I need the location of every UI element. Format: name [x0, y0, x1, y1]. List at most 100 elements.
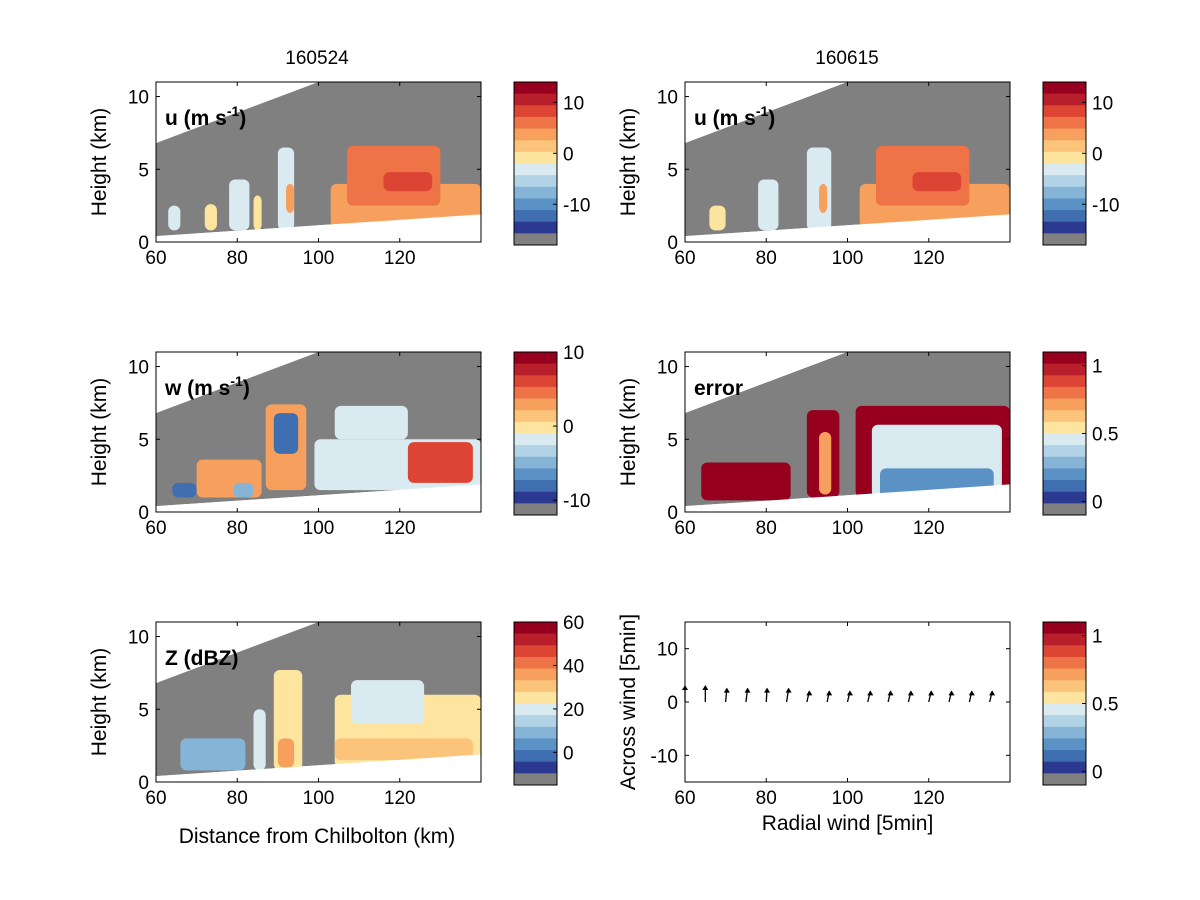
colorbar: 10.50 [1042, 351, 1118, 516]
colorbar-frame [513, 81, 558, 246]
x-tick-label: 100 [832, 518, 864, 539]
colorbar-cell [1043, 668, 1086, 681]
colorbar-cell [514, 726, 557, 739]
y-tick-label: 5 [667, 430, 678, 451]
x-tick-label: 100 [832, 788, 864, 809]
colorbar-tick-label: 10 [563, 343, 584, 364]
colorbar-cell [514, 480, 557, 493]
wind-arrowhead [867, 690, 874, 696]
y-tick-label: 0 [667, 693, 678, 714]
colorbar-cell [1043, 761, 1086, 774]
colorbar-cell [1043, 128, 1086, 141]
colorbar-cell [514, 163, 557, 176]
colorbar-cell [1043, 221, 1086, 234]
panel-3-Z: 60 80 100 120 0 5 10 Height (km) Z (dBZ) 60 40 20 0 [88, 613, 584, 809]
colorbar-cell [1043, 480, 1086, 493]
colorbar-cell [514, 186, 557, 199]
wind-arrowhead [968, 690, 975, 696]
data-cell [912, 172, 962, 192]
colorbar-cell [1043, 421, 1086, 434]
colorbar-cell [1043, 750, 1086, 763]
colorbar-cell [1043, 375, 1086, 388]
x-tick-label: 120 [384, 518, 416, 539]
colorbar-cell [1043, 656, 1086, 670]
colorbar-cell [1043, 456, 1086, 469]
data-cell [253, 709, 266, 771]
colorbar-cell [514, 221, 557, 234]
x-tick-label: 80 [227, 788, 248, 809]
panel-label: w (m s-1) [164, 373, 250, 400]
colorbar-cell [514, 773, 557, 786]
colorbar-cell [514, 645, 557, 658]
beyond-beam-region [685, 82, 848, 144]
wind-arrowhead [785, 687, 792, 693]
colorbar-cell [514, 715, 557, 728]
colorbar-tick-label: 10 [563, 93, 584, 114]
below-beam-region [156, 214, 481, 242]
data-cell [334, 405, 408, 440]
wind-arrowhead [702, 685, 709, 690]
colorbar-cell [1043, 738, 1086, 751]
y-tick-label: 5 [138, 700, 149, 721]
x-tick-label: 80 [756, 248, 777, 269]
colorbar-cell [1043, 680, 1086, 693]
colorbar-cell [514, 386, 557, 400]
x-tick-label: 120 [913, 248, 945, 269]
colorbar-cell [1043, 198, 1086, 211]
colorbar-cell [514, 468, 557, 481]
colorbar: 10 0 -10 [513, 81, 590, 246]
wind-arrowhead [989, 690, 996, 696]
column-title-left: 160524 [285, 48, 349, 69]
data-cell [819, 183, 828, 213]
colorbar-tick-label: 0.5 [1092, 695, 1118, 716]
colorbar-cell [1043, 233, 1086, 246]
wind-arrowhead [744, 687, 751, 693]
beyond-beam-region [156, 352, 319, 414]
colorbar-cell [1043, 645, 1086, 658]
x-tick-label: 60 [674, 248, 695, 269]
x-tick-label: 60 [674, 788, 695, 809]
colorbar-cell [1043, 82, 1086, 95]
data-cell [758, 179, 779, 231]
colorbar-cell [1043, 445, 1086, 458]
wind-arrowhead [764, 687, 771, 693]
colorbar-cell [514, 116, 557, 130]
wind-arrowhead [846, 690, 853, 696]
colorbar-cell [514, 680, 557, 693]
y-tick-label: 0 [138, 503, 149, 524]
colorbar-cell [514, 398, 557, 411]
colorbar-cell [514, 175, 557, 188]
data-cell [407, 442, 473, 483]
y-tick-label: 5 [667, 160, 678, 181]
y-tick-label: 10 [657, 640, 678, 661]
data-cell [180, 738, 246, 771]
y-tick-label: -10 [651, 746, 678, 767]
data-cell [351, 680, 425, 724]
colorbar-cell [514, 691, 557, 704]
y-axis-label: Height (km) [88, 108, 111, 217]
colorbar-cell [514, 491, 557, 504]
data-cell [709, 205, 726, 231]
colorbar-cell [1043, 726, 1086, 739]
wind-arrowhead [806, 690, 813, 696]
colorbar: 10 0 -10 [513, 343, 590, 516]
colorbar-cell [514, 750, 557, 763]
colorbar-cell [1043, 503, 1086, 516]
data-cell [229, 179, 250, 231]
beyond-beam-region [685, 352, 848, 414]
wind-arrowhead [928, 690, 935, 696]
y-tick-label: 10 [128, 358, 149, 379]
x-tick-label: 80 [227, 248, 248, 269]
beyond-beam-region [156, 622, 319, 684]
colorbar-cell [514, 210, 557, 223]
colorbar-cell [514, 410, 557, 423]
wind-arrowhead [826, 690, 833, 696]
colorbar-cell [514, 233, 557, 246]
data-cell [168, 205, 181, 231]
colorbar-tick-label: 1 [1092, 627, 1103, 648]
x-tick-label: 80 [227, 518, 248, 539]
y-axis-label: Height (km) [617, 108, 640, 217]
data-cell [286, 183, 295, 213]
colorbar-tick-label: 0 [563, 144, 574, 165]
